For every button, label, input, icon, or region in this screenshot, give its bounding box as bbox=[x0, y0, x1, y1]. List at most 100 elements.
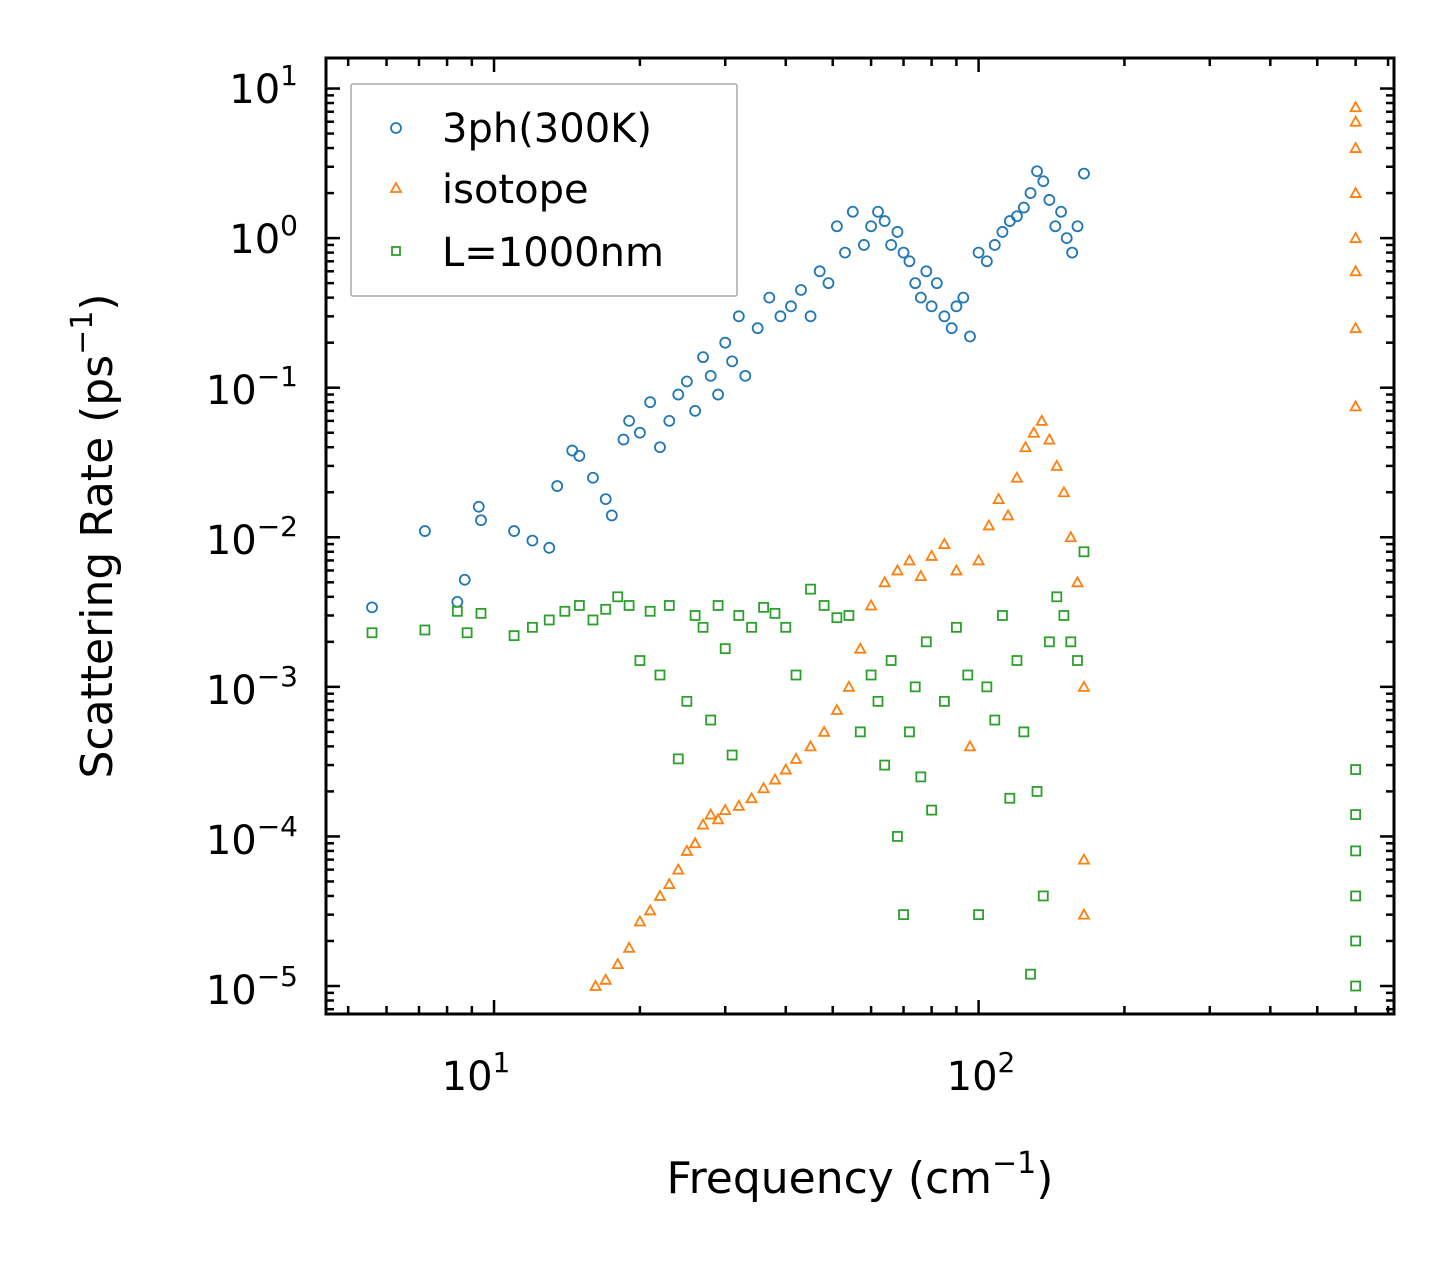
data-point-boundary bbox=[997, 610, 1008, 621]
data-point-3ph bbox=[599, 493, 612, 505]
data-point-isotope bbox=[662, 877, 676, 890]
data-point-isotope bbox=[643, 903, 657, 916]
data-point-boundary bbox=[461, 627, 473, 639]
data-point-3ph bbox=[804, 310, 817, 323]
data-point-3ph bbox=[972, 246, 985, 259]
data-point-3ph bbox=[1055, 205, 1067, 218]
legend: 3ph(300K) isotope L=1000nm bbox=[350, 83, 738, 297]
data-point-3ph bbox=[945, 322, 958, 335]
series-boundary bbox=[366, 546, 1362, 992]
x-axis-label: Frequency (cm−1) bbox=[667, 1146, 1054, 1204]
data-point-3ph bbox=[1031, 165, 1043, 178]
y-tick-labels: 101 100 10−1 10−2 10−3 10−4 10−5 bbox=[206, 59, 298, 1014]
data-point-3ph bbox=[813, 265, 826, 278]
data-point-boundary bbox=[689, 610, 701, 621]
data-point-3ph bbox=[925, 300, 938, 313]
data-point-isotope bbox=[949, 563, 963, 576]
data-point-3ph bbox=[704, 369, 717, 382]
data-point-boundary bbox=[926, 804, 938, 816]
data-point-boundary bbox=[644, 605, 656, 617]
data-point-3ph bbox=[543, 541, 556, 554]
data-point-boundary bbox=[733, 610, 745, 621]
data-point-3ph bbox=[996, 226, 1009, 238]
data-point-boundary bbox=[573, 600, 585, 611]
data-point-boundary bbox=[1072, 655, 1083, 666]
data-point-boundary bbox=[419, 624, 431, 636]
data-point-3ph bbox=[1043, 194, 1056, 206]
data-point-3ph bbox=[1060, 232, 1073, 245]
data-point-isotope bbox=[1077, 907, 1091, 920]
data-point-boundary bbox=[962, 669, 974, 681]
data-point-isotope bbox=[711, 812, 725, 825]
data-point-3ph bbox=[458, 573, 471, 586]
data-point-boundary bbox=[663, 600, 675, 611]
data-point-3ph bbox=[654, 441, 666, 454]
data-point-boundary bbox=[805, 583, 816, 595]
data-point-isotope bbox=[680, 844, 694, 856]
data-point-boundary bbox=[758, 601, 769, 613]
data-point-isotope bbox=[1070, 575, 1085, 588]
data-point-3ph bbox=[872, 205, 884, 218]
data-point-boundary bbox=[872, 695, 884, 707]
data-point-3ph bbox=[587, 471, 599, 484]
data-point-3ph bbox=[920, 265, 933, 278]
data-point-isotope bbox=[864, 598, 878, 611]
data-point-boundary bbox=[1058, 610, 1070, 621]
data-point-boundary bbox=[769, 607, 781, 619]
data-point-3ph bbox=[885, 239, 898, 251]
data-point-3ph bbox=[712, 388, 724, 401]
data-point-isotope bbox=[1035, 414, 1049, 426]
data-point-3ph bbox=[726, 355, 739, 368]
data-point-3ph bbox=[739, 369, 752, 382]
legend-marker-boundary bbox=[391, 246, 401, 256]
data-point-isotope bbox=[1001, 508, 1015, 521]
data-point-3ph bbox=[865, 220, 877, 233]
data-point-3ph bbox=[475, 514, 487, 527]
y-tick-label-1e-3: 10−3 bbox=[206, 660, 298, 714]
data-point-3ph bbox=[858, 239, 870, 251]
data-point-boundary bbox=[712, 600, 724, 611]
data-point-isotope bbox=[1349, 399, 1363, 412]
data-point-isotope bbox=[768, 772, 782, 785]
data-point-boundary bbox=[672, 753, 684, 765]
data-point-boundary bbox=[1350, 809, 1362, 820]
data-point-boundary bbox=[915, 771, 927, 783]
data-point-3ph bbox=[1037, 175, 1050, 188]
data-point-3ph bbox=[551, 480, 564, 492]
x-tick-label-100: 102 bbox=[947, 1046, 1016, 1100]
x-tick-labels: 101 102 bbox=[442, 1046, 1016, 1100]
data-point-isotope bbox=[902, 553, 916, 566]
data-point-3ph bbox=[909, 277, 922, 290]
data-point-isotope bbox=[622, 940, 636, 953]
data-point-3ph bbox=[573, 449, 586, 462]
data-point-boundary bbox=[1350, 764, 1362, 775]
data-point-isotope bbox=[718, 803, 732, 815]
data-point-boundary bbox=[600, 603, 612, 615]
data-point-3ph bbox=[957, 291, 970, 304]
data-point-3ph bbox=[680, 375, 693, 388]
data-point-isotope bbox=[745, 791, 759, 804]
data-point-boundary bbox=[451, 605, 463, 617]
x-tick-label-10: 101 bbox=[442, 1046, 511, 1100]
data-point-boundary bbox=[879, 759, 891, 771]
data-point-boundary bbox=[726, 749, 738, 761]
data-point-isotope bbox=[732, 799, 746, 811]
data-point-3ph bbox=[938, 310, 951, 323]
data-point-boundary bbox=[920, 636, 932, 648]
data-point-boundary bbox=[909, 681, 921, 693]
data-point-3ph bbox=[785, 300, 797, 313]
legend-marker-isotope bbox=[389, 181, 403, 193]
series-isotope bbox=[589, 100, 1363, 991]
major-ticks bbox=[326, 58, 1394, 1014]
data-point-3ph bbox=[891, 226, 904, 238]
data-point-3ph bbox=[751, 322, 764, 335]
data-point-boundary bbox=[1065, 636, 1077, 648]
data-point-3ph bbox=[930, 277, 943, 290]
data-point-boundary bbox=[366, 627, 378, 639]
data-point-isotope bbox=[1019, 440, 1033, 453]
data-point-3ph bbox=[419, 525, 431, 537]
y-tick-label-1e-1: 10−1 bbox=[206, 360, 298, 414]
data-point-boundary bbox=[1350, 890, 1362, 902]
y-tick-label-1e-2: 10−2 bbox=[206, 510, 298, 564]
